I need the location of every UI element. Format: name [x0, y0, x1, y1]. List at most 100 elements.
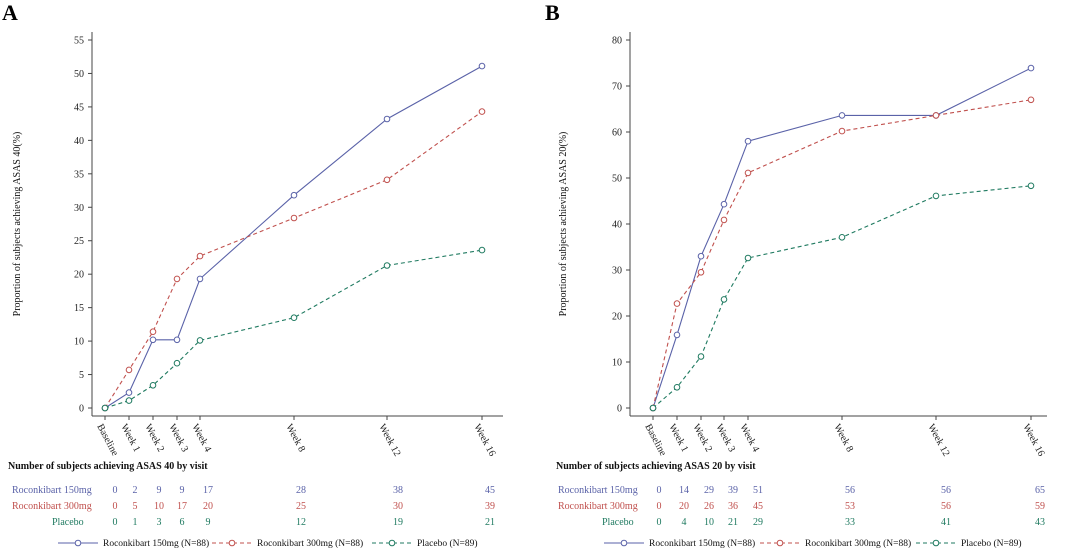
table-count: 41 [941, 517, 951, 528]
table-count: 9 [180, 485, 185, 496]
table-count: 21 [728, 517, 738, 528]
y-tick-label: 10 [612, 358, 622, 369]
series-line-3 [104, 249, 483, 409]
data-point [173, 359, 181, 367]
table-count: 4 [682, 517, 687, 528]
y-tick-label: 45 [74, 102, 84, 113]
legend-marker [776, 539, 784, 547]
data-point [101, 404, 109, 412]
data-point [383, 115, 391, 123]
y-tick-label: 50 [612, 174, 622, 185]
table-count: 14 [679, 485, 689, 496]
y-tick-label: 70 [612, 82, 622, 93]
x-tick-label: Week 12 [376, 422, 402, 458]
series-line-2 [104, 111, 483, 409]
data-point [697, 252, 705, 260]
data-point [673, 331, 681, 339]
data-point [1027, 182, 1035, 190]
legend-label: Roconkibart 300mg (N=88) [257, 538, 363, 549]
table-row-label: Roconkibart 150mg [12, 485, 92, 496]
table-count: 21 [485, 517, 495, 528]
table-count: 45 [485, 485, 495, 496]
x-tick-label: Week 1 [666, 422, 690, 454]
y-tick-label: 15 [74, 303, 84, 314]
y-tick-label: 30 [74, 203, 84, 214]
y-tick-label: 0 [617, 404, 622, 415]
data-point [744, 137, 752, 145]
legend-marker [388, 539, 396, 547]
table-count: 0 [657, 517, 662, 528]
y-tick-label: 25 [74, 236, 84, 247]
table-count: 26 [704, 501, 714, 512]
table-count: 51 [753, 485, 763, 496]
data-point [478, 108, 486, 115]
table-row-label: Roconkibart 300mg [12, 501, 92, 512]
x-tick-label: Baseline [642, 422, 668, 458]
data-point [744, 254, 752, 262]
data-point [149, 382, 157, 389]
x-tick-label: Week 16 [1020, 422, 1046, 458]
table-row-label: Roconkibart 300mg [558, 501, 638, 512]
table-count: 5 [133, 501, 138, 512]
table-count: 43 [1035, 517, 1045, 528]
table-count: 1 [133, 517, 138, 528]
data-point [720, 216, 728, 224]
x-tick-label: Week 2 [142, 422, 166, 454]
data-point [125, 389, 133, 396]
table-count: 10 [154, 501, 164, 512]
table-count: 2 [133, 485, 138, 496]
table-count: 19 [393, 517, 403, 528]
table-count: 59 [1035, 501, 1045, 512]
legend-label: Roconkibart 150mg (N=88) [103, 538, 209, 549]
y-tick-label: 5 [79, 370, 84, 381]
table-row-label: Placebo [602, 517, 634, 528]
data-point [125, 366, 133, 374]
data-point [125, 397, 133, 404]
data-point [720, 200, 728, 208]
table-count: 0 [113, 485, 118, 496]
legend-label: Roconkibart 300mg (N=88) [805, 538, 911, 549]
table-count: 0 [113, 517, 118, 528]
table-count: 25 [296, 501, 306, 512]
data-point [697, 269, 705, 276]
data-point [697, 353, 705, 360]
x-tick-label: Week 4 [737, 422, 761, 454]
table-count: 10 [704, 517, 714, 528]
data-point [196, 337, 204, 344]
x-tick-label: Baseline [94, 422, 120, 458]
data-point [383, 262, 391, 269]
x-tick-label: Week 1 [118, 422, 142, 454]
table-count: 56 [845, 485, 855, 496]
table-count: 39 [485, 501, 495, 512]
table-count: 33 [845, 517, 855, 528]
y-tick-label: 40 [612, 220, 622, 231]
table-count: 39 [728, 485, 738, 496]
x-tick-label: Week 8 [283, 422, 307, 454]
data-point [478, 62, 486, 70]
y-axis-label: Proportion of subjects achieving ASAS 40… [12, 132, 23, 317]
data-point [290, 214, 298, 222]
table-count: 0 [657, 485, 662, 496]
table-count: 20 [679, 501, 689, 512]
x-tick-label: Week 2 [690, 422, 714, 454]
table-count: 28 [296, 485, 306, 496]
y-tick-label: 30 [612, 266, 622, 277]
x-tick-label: Week 12 [925, 422, 951, 458]
panel-label: B [545, 0, 560, 25]
table-count: 56 [941, 485, 951, 496]
data-point [744, 169, 752, 177]
legend-label: Roconkibart 150mg (N=88) [649, 538, 755, 549]
x-tick-label: Week 3 [713, 422, 737, 454]
data-point [290, 191, 298, 199]
table-count: 0 [113, 501, 118, 512]
y-tick-label: 35 [74, 169, 84, 180]
table-count: 65 [1035, 485, 1045, 496]
y-axis-label: Proportion of subjects achieving ASAS 20… [558, 132, 569, 317]
x-tick-label: Week 8 [831, 422, 855, 454]
table-count: 17 [177, 501, 187, 512]
y-tick-label: 0 [79, 404, 84, 415]
y-tick-label: 40 [74, 136, 84, 147]
x-tick-label: Week 16 [471, 422, 497, 458]
